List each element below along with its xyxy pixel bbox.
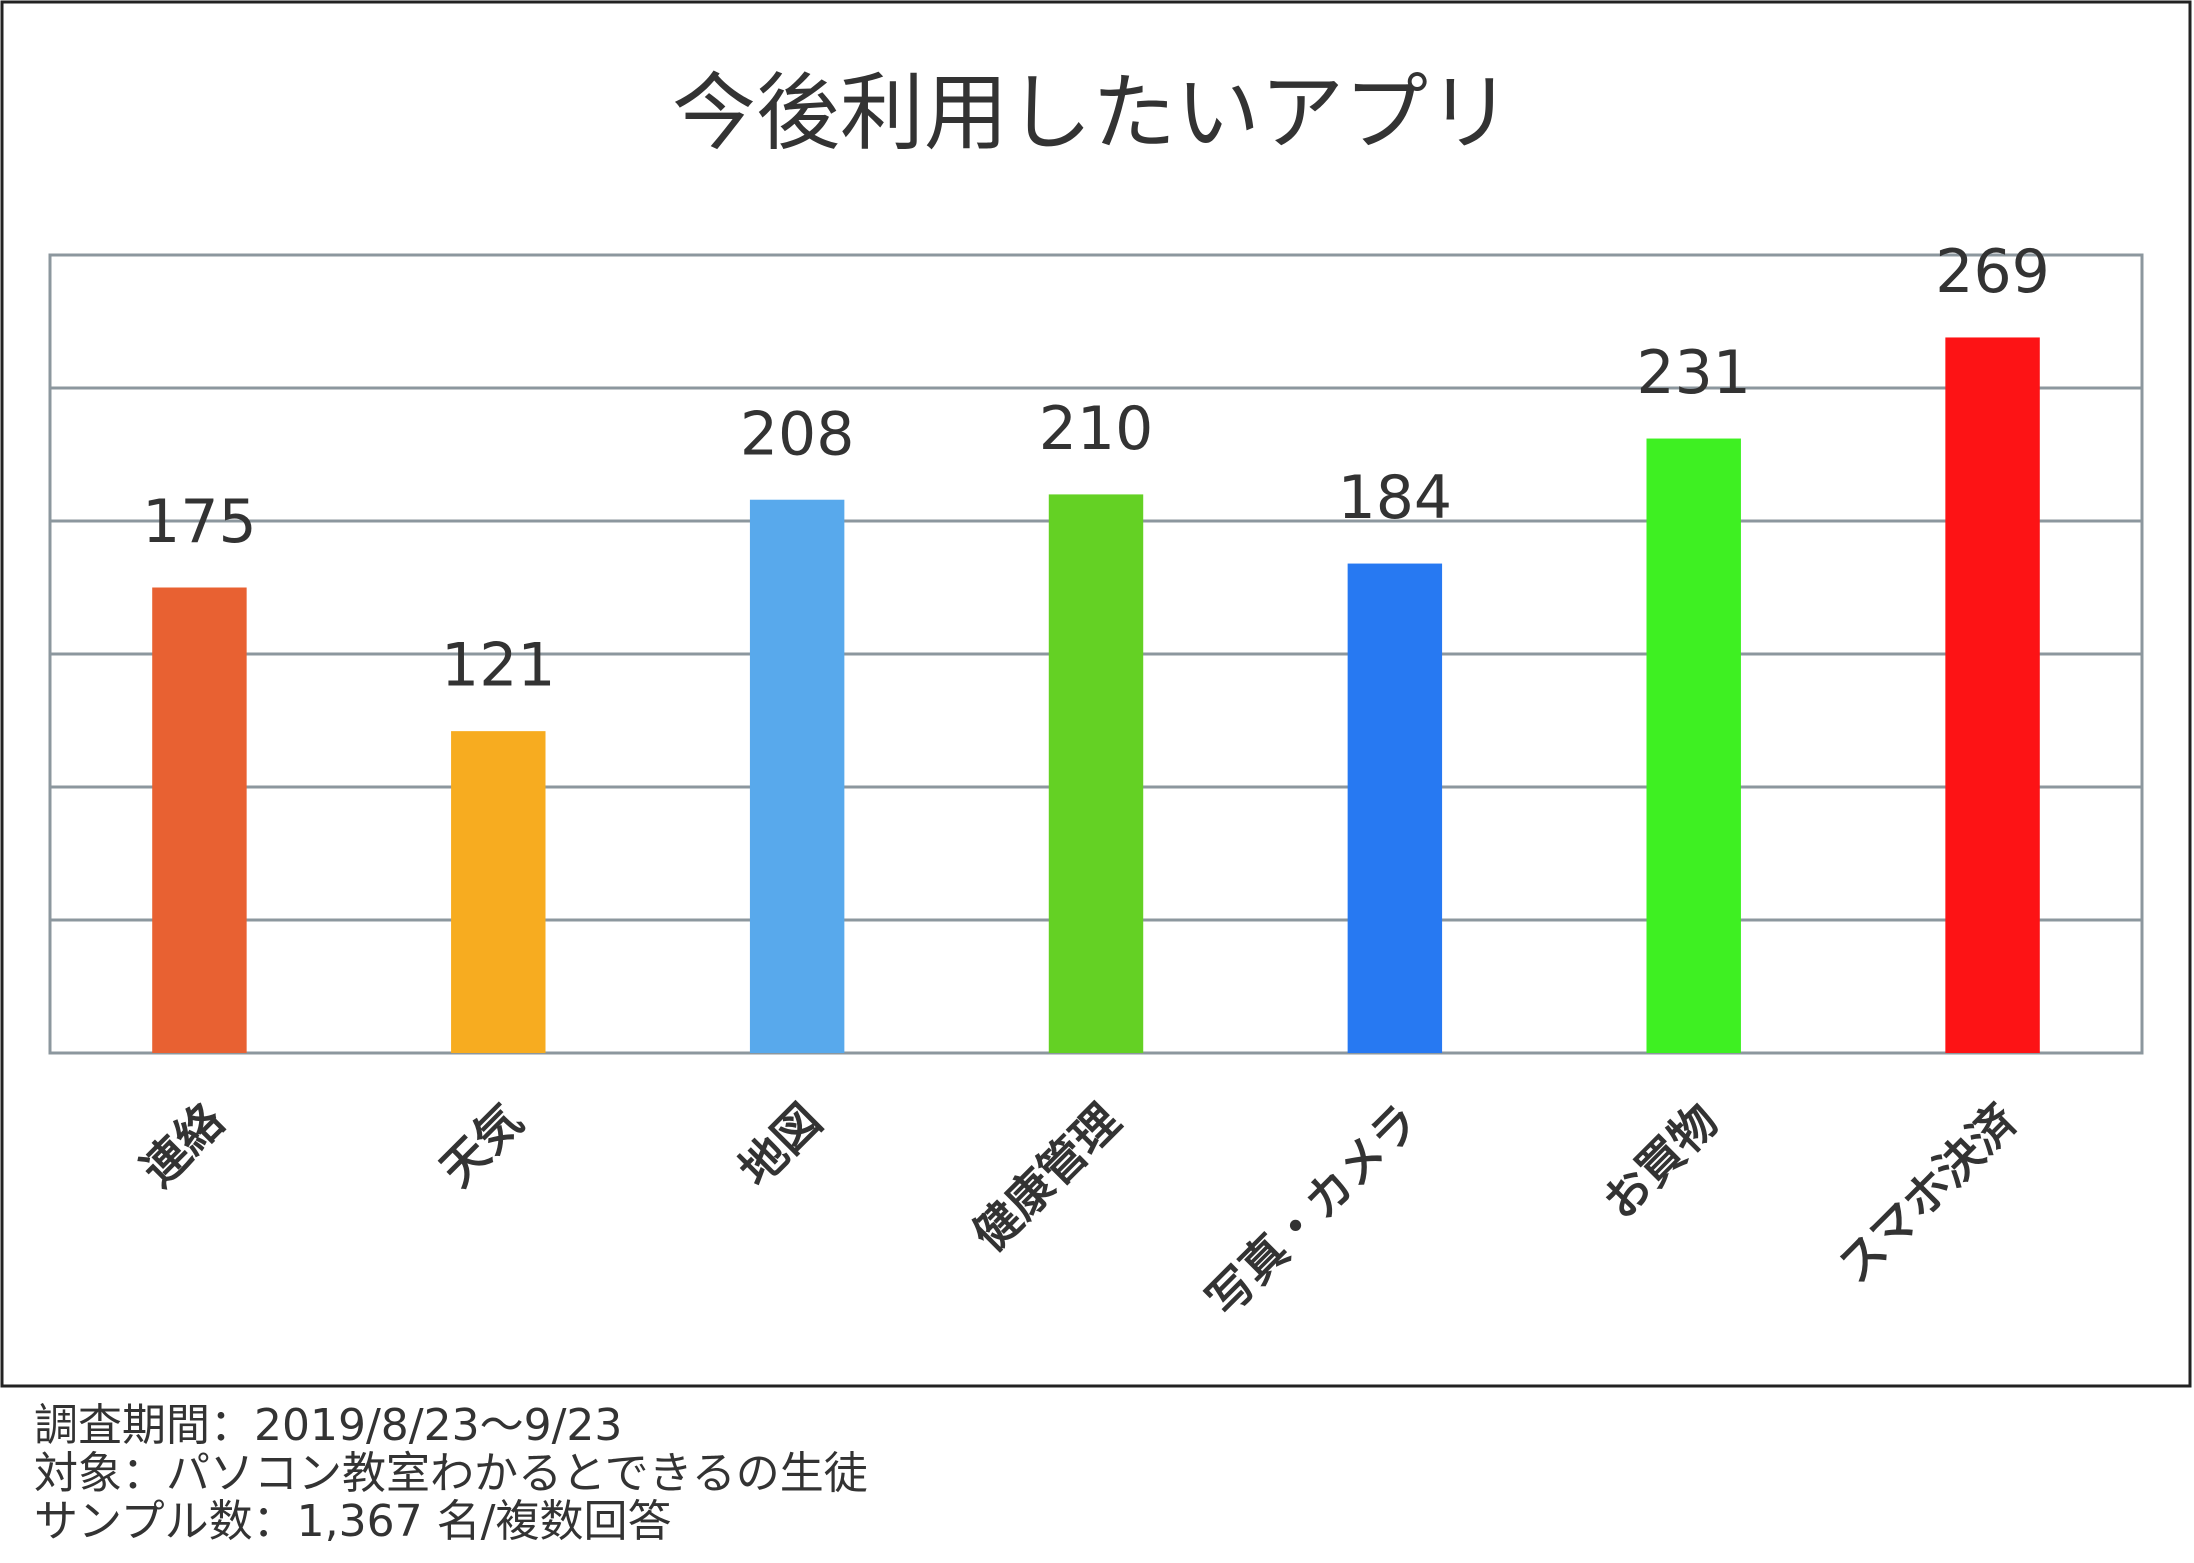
value-label: 121 [441,631,556,701]
value-label: 175 [142,487,257,557]
bar [1048,494,1144,1053]
value-label: 184 [1338,463,1453,533]
bar [1945,337,2040,1054]
value-label: 208 [740,399,855,469]
value-label: 210 [1039,394,1154,464]
bar [1646,438,1741,1053]
value-label: 269 [1935,237,2050,307]
footnote: サンプル数：1,367 名/複数回答 [34,1496,671,1547]
bar [1347,563,1443,1053]
footnote: 調査期間：2019/8/23～9/23 [34,1400,622,1451]
bar [152,587,247,1053]
bar [451,731,546,1053]
bar [749,499,845,1054]
value-label: 231 [1636,338,1751,408]
chart-title: 今後利用したいアプリ [672,64,1512,162]
footnote: 対象：パソコン教室わかるとできるの生徒 [34,1448,868,1499]
